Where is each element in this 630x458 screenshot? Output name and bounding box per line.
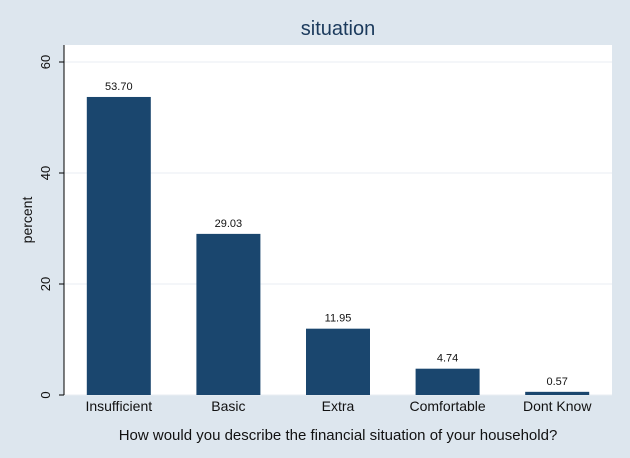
x-category-label: Extra bbox=[322, 398, 355, 414]
y-tick-label: 40 bbox=[38, 166, 53, 180]
x-category-label: Basic bbox=[211, 398, 245, 414]
x-category-label: Comfortable bbox=[409, 398, 485, 414]
bar-dont-know bbox=[525, 391, 590, 395]
bar-extra bbox=[306, 328, 370, 395]
x-axis-title: How would you describe the financial sit… bbox=[119, 427, 558, 444]
x-category-label: Dont Know bbox=[523, 398, 592, 414]
bar-insufficient bbox=[86, 96, 151, 395]
data-labels: 53.70 29.03 11.95 4.74 0.57 bbox=[105, 81, 568, 388]
bar-value-label: 53.70 bbox=[105, 81, 133, 93]
chart-title: situation bbox=[301, 18, 376, 40]
bars bbox=[86, 96, 590, 395]
bar-value-label: 4.74 bbox=[437, 353, 458, 365]
bar-comfortable bbox=[415, 368, 480, 395]
gridlines bbox=[64, 61, 612, 396]
bar-value-label: 0.57 bbox=[546, 376, 567, 388]
y-tick-label: 0 bbox=[38, 391, 53, 398]
y-axis-title: percent bbox=[19, 197, 35, 244]
bar-value-label: 11.95 bbox=[325, 313, 352, 325]
x-category-label: Insufficient bbox=[85, 398, 152, 414]
y-axis-ticks: 0 20 40 60 bbox=[38, 55, 64, 399]
y-tick-label: 20 bbox=[38, 277, 53, 291]
x-axis-categories: Insufficient Basic Extra Comfortable Dont Kn… bbox=[85, 398, 592, 414]
bar-basic bbox=[196, 233, 261, 395]
y-tick-label: 60 bbox=[38, 55, 53, 69]
bar-value-label: 29.03 bbox=[215, 218, 243, 230]
